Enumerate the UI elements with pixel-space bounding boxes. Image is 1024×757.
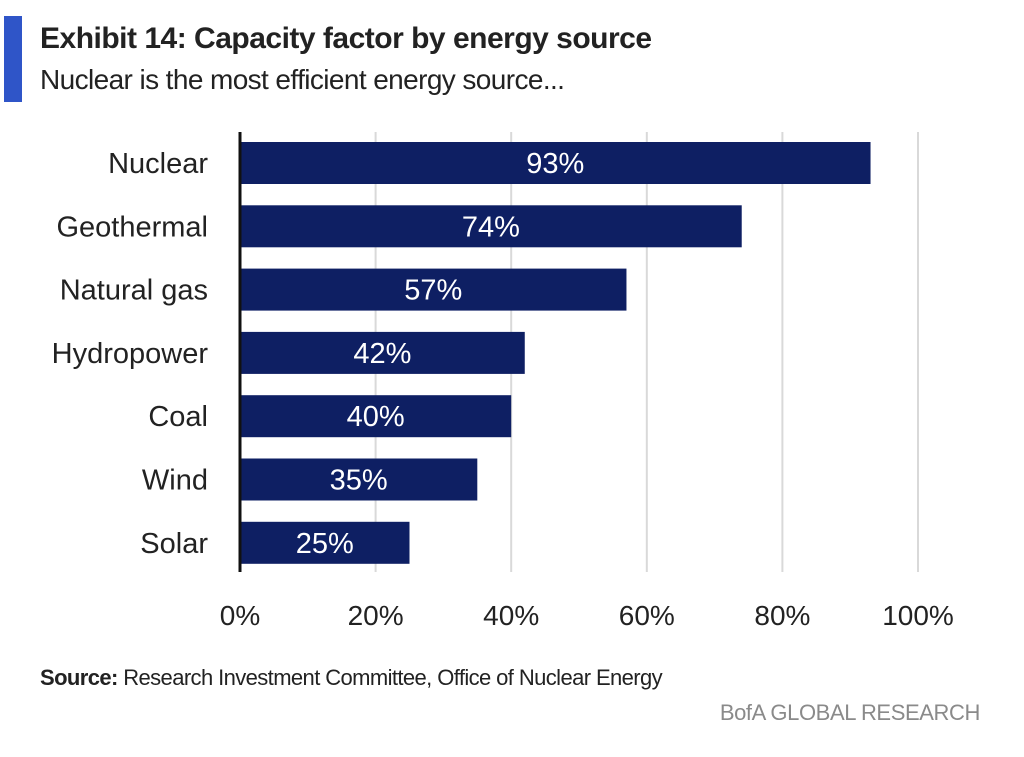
- accent-bar: [4, 16, 22, 102]
- chart-title: Exhibit 14: Capacity factor by energy so…: [40, 22, 652, 55]
- x-tick-label: 80%: [754, 600, 810, 631]
- bar: [240, 395, 512, 438]
- data-label: 40%: [347, 401, 405, 433]
- x-tick-label: 20%: [348, 600, 404, 631]
- category-label: Hydropower: [52, 338, 209, 370]
- bar-chart: 0% 20% 40% 60% 80% 100% Nuclear 93% Geothermal 74…: [52, 132, 954, 631]
- x-tick-label: 40%: [483, 600, 539, 631]
- source-text: Research Investment Committee, Office of…: [123, 665, 663, 690]
- category-label: Nuclear: [108, 148, 208, 180]
- category-label: Geothermal: [56, 211, 208, 243]
- bar: [240, 521, 410, 564]
- data-label: 93%: [526, 148, 584, 180]
- x-tick-label: 100%: [882, 600, 954, 631]
- bar: [240, 458, 478, 501]
- data-label: 42%: [353, 338, 411, 370]
- data-label: 35%: [330, 465, 388, 497]
- data-label: 57%: [404, 275, 462, 307]
- x-tick-label: 60%: [619, 600, 675, 631]
- category-label: Coal: [148, 401, 208, 433]
- bar: [240, 142, 871, 184]
- category-label: Natural gas: [60, 275, 208, 307]
- source-note: Source: Research Investment Committee, O…: [40, 665, 663, 691]
- bar: [240, 331, 525, 374]
- data-label: 25%: [296, 528, 354, 560]
- category-label: Wind: [142, 465, 208, 497]
- category-label: Solar: [140, 528, 208, 560]
- data-label: 74%: [462, 211, 520, 243]
- x-tick-label: 0%: [220, 600, 260, 631]
- chart-subtitle: Nuclear is the most efficient energy sou…: [40, 64, 565, 95]
- brand-label: BofA GLOBAL RESEARCH: [719, 700, 981, 725]
- bar: [240, 205, 742, 248]
- source-label: Source:: [40, 665, 118, 690]
- bar: [240, 268, 627, 311]
